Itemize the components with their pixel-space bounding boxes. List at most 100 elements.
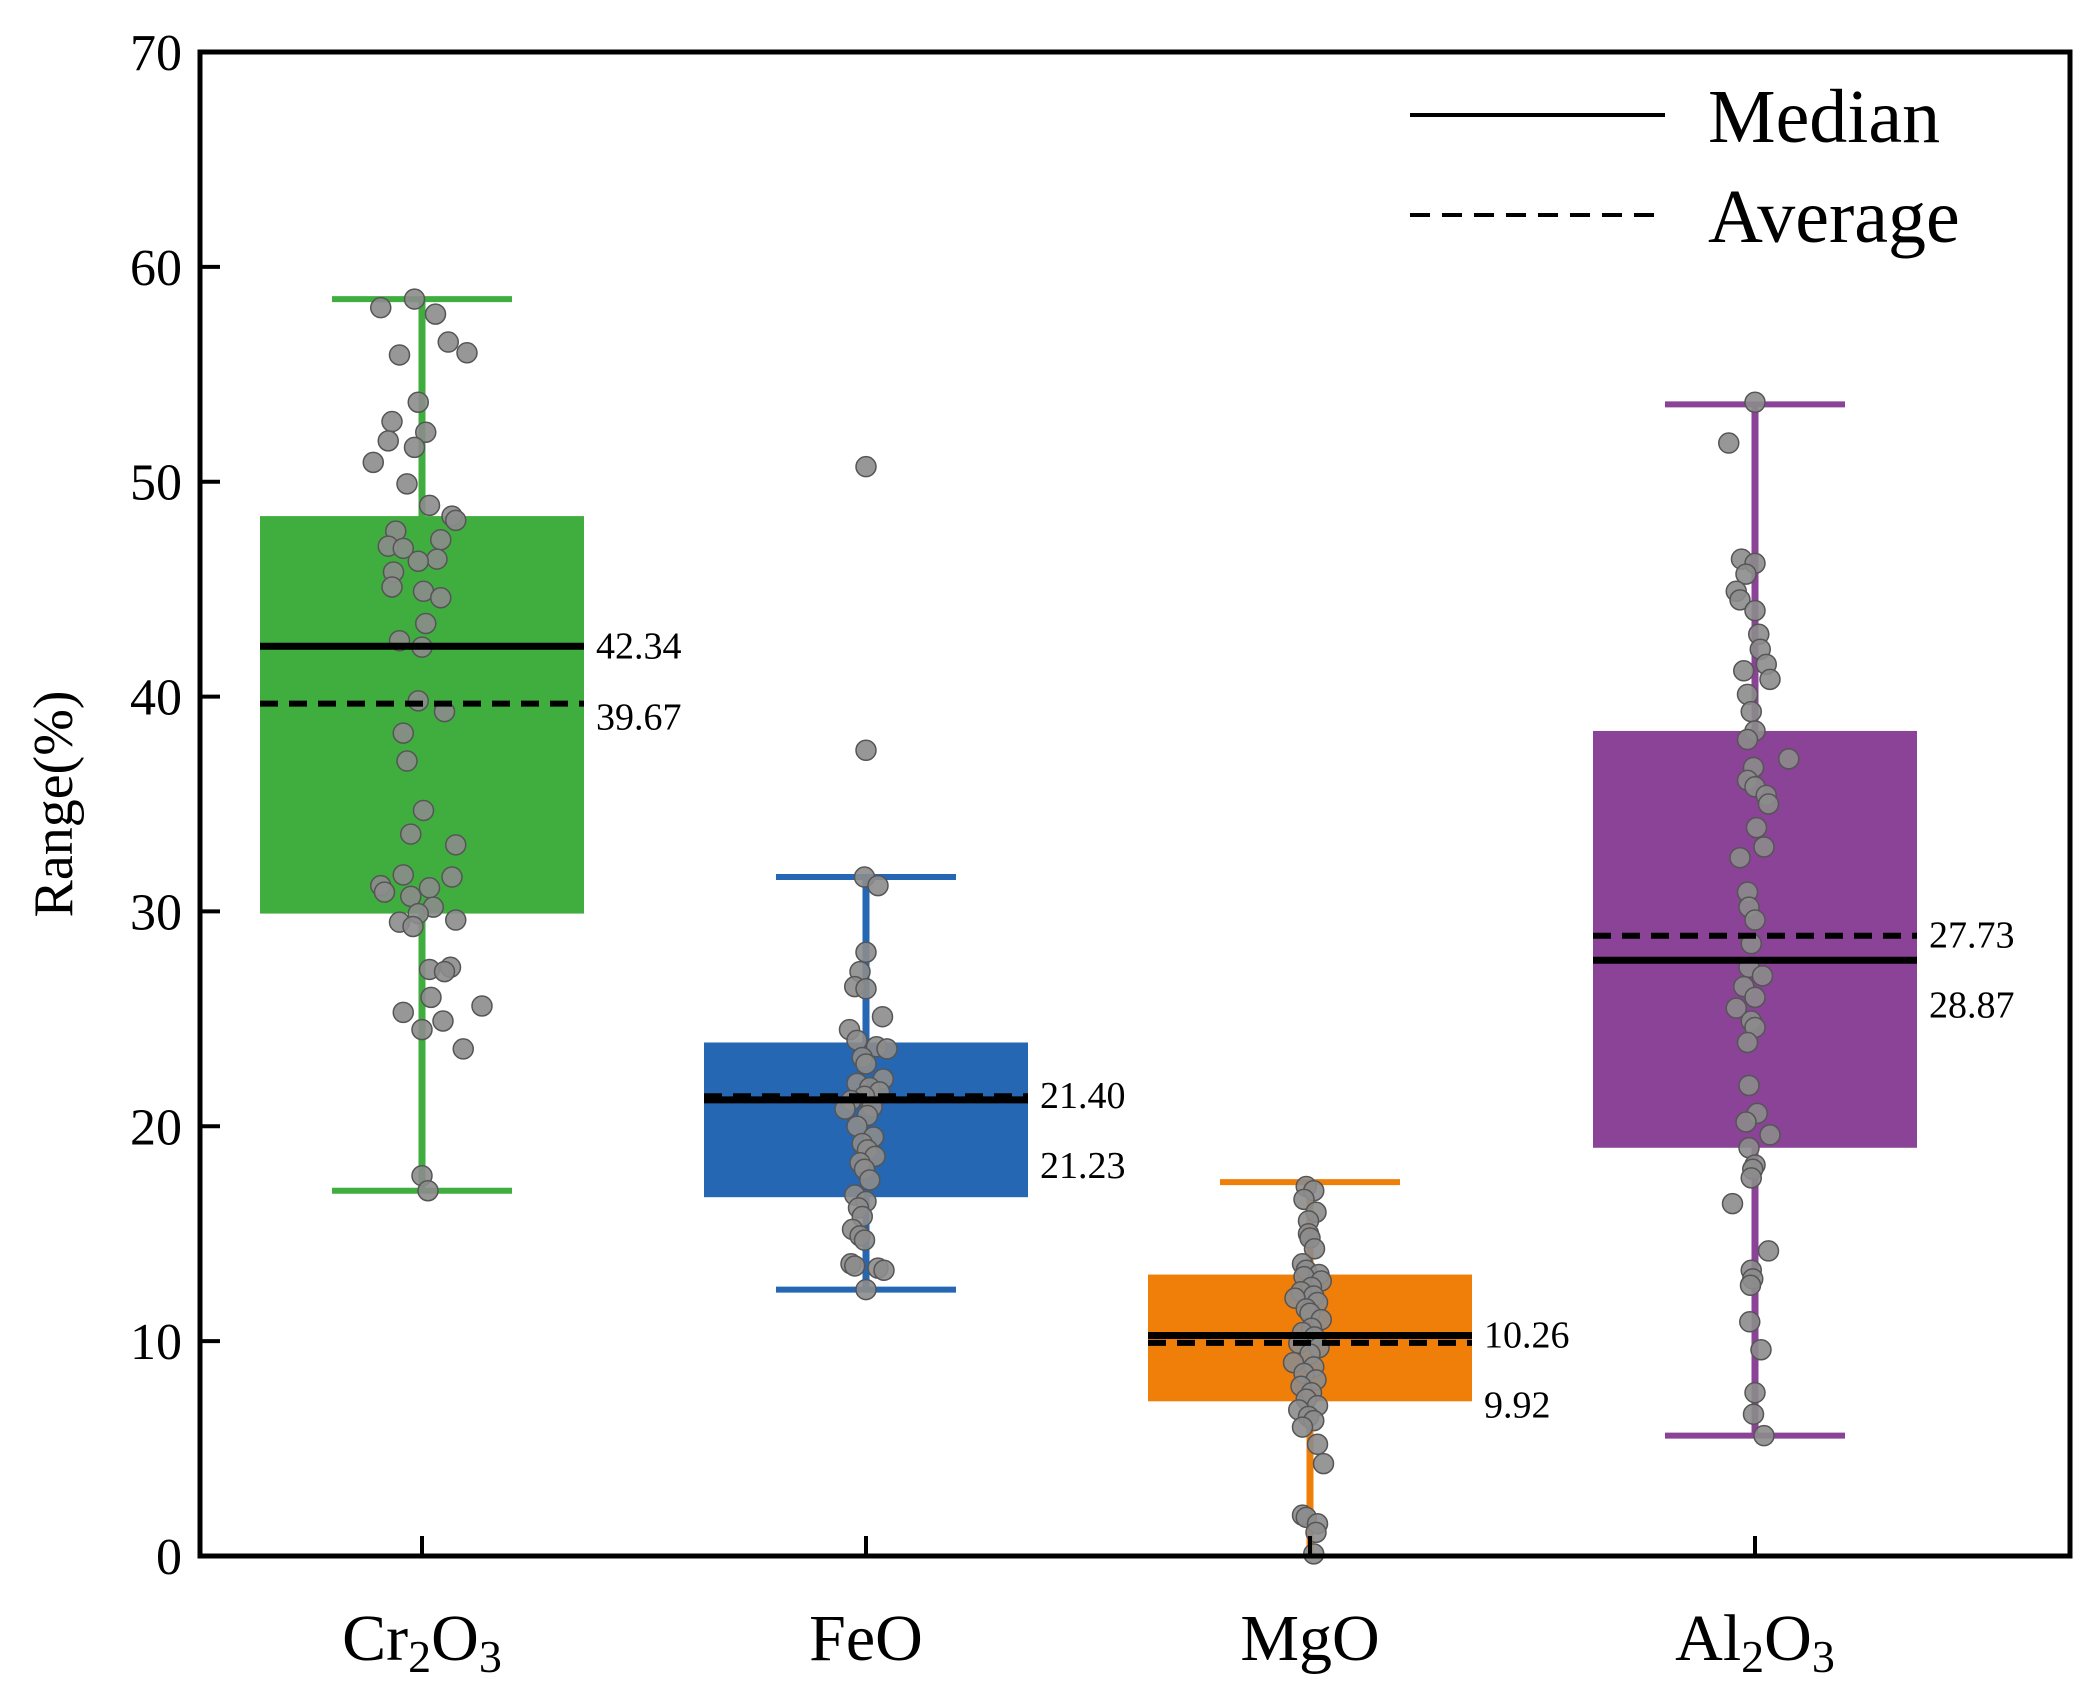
data-point-al2o3 [1744, 986, 1766, 1009]
x-category-label-al2o3: Al2O3 [1675, 1602, 1835, 1682]
x-category-label-mgo: MgO [1240, 1602, 1379, 1675]
data-point-al2o3 [1721, 1192, 1744, 1215]
data-point-cr2o3 [441, 866, 463, 888]
value-label-upper-feo: 21.40 [1040, 1075, 1126, 1117]
data-point-al2o3 [1742, 1403, 1765, 1425]
data-point-al2o3 [1750, 1338, 1772, 1361]
data-point-al2o3 [1729, 589, 1751, 611]
data-point-feo [844, 1255, 866, 1277]
data-point-cr2o3 [437, 331, 459, 353]
data-point-al2o3 [1744, 1381, 1766, 1404]
y-tick-label: 30 [130, 884, 182, 941]
data-point-cr2o3 [403, 436, 426, 459]
legend-label-average: Average [1708, 175, 1960, 259]
legend-label-median: Median [1708, 75, 1940, 159]
data-point-cr2o3 [433, 960, 456, 983]
data-point-feo [855, 978, 877, 1000]
data-point-cr2o3 [415, 612, 437, 635]
data-point-cr2o3 [381, 410, 403, 433]
data-point-cr2o3 [370, 296, 392, 319]
data-point-al2o3 [1759, 668, 1781, 691]
data-point-cr2o3 [392, 1001, 414, 1024]
data-point-al2o3 [1759, 1124, 1781, 1146]
data-point-cr2o3 [418, 494, 441, 517]
data-point-cr2o3 [445, 834, 467, 856]
data-point-feo [873, 1259, 895, 1281]
value-label-lower-al2o3: 28.87 [1929, 985, 2015, 1027]
data-point-al2o3 [1738, 1074, 1760, 1097]
data-point-al2o3 [1751, 965, 1774, 987]
data-point-al2o3 [1739, 1311, 1761, 1333]
data-point-cr2o3 [396, 750, 418, 772]
value-label-lower-mgo: 9.92 [1484, 1385, 1551, 1427]
data-point-al2o3 [1745, 816, 1768, 839]
data-point-al2o3 [1735, 1111, 1757, 1133]
plot-area: 42.34 39.67 21.40 21.23 10.26 9.92 27.73 28.87 [260, 288, 2015, 1565]
data-point-al2o3 [1744, 391, 1766, 413]
data-point-feo [855, 1053, 877, 1075]
data-point-al2o3 [1740, 700, 1762, 723]
data-point-cr2o3 [471, 995, 493, 1017]
data-point-cr2o3 [445, 909, 467, 931]
data-point-feo [855, 739, 877, 762]
y-tick-label: 10 [130, 1314, 182, 1371]
data-point-cr2o3 [430, 528, 452, 551]
data-point-mgo [1303, 1238, 1326, 1260]
data-point-cr2o3 [418, 877, 441, 899]
y-axis-title: Range(%) [23, 690, 85, 917]
data-point-cr2o3 [392, 537, 414, 560]
data-point-cr2o3 [456, 342, 478, 364]
data-point-cr2o3 [411, 1018, 433, 1041]
data-point-al2o3 [1753, 836, 1775, 858]
data-point-al2o3 [1753, 1424, 1775, 1447]
data-point-al2o3 [1736, 728, 1759, 751]
value-label-lower-feo: 21.23 [1040, 1145, 1126, 1187]
data-point-al2o3 [1725, 997, 1747, 1019]
data-point-cr2o3 [402, 915, 424, 938]
box-group-cr2o3: 42.34 39.67 [260, 288, 682, 1202]
legend: Median Average [1410, 75, 1960, 259]
data-point-mgo [1306, 1433, 1329, 1456]
value-label-upper-al2o3: 27.73 [1929, 915, 2015, 957]
data-point-al2o3 [1744, 909, 1766, 931]
y-tick-label: 70 [130, 25, 182, 82]
data-point-cr2o3 [452, 1038, 474, 1060]
data-point-al2o3 [1757, 793, 1780, 815]
box-group-mgo: 10.26 9.92 [1148, 1175, 1570, 1565]
y-tick-label: 0 [156, 1529, 182, 1586]
data-point-al2o3 [1739, 1274, 1762, 1297]
y-tick-label: 40 [130, 670, 182, 727]
data-point-cr2o3 [432, 1010, 454, 1032]
data-point-feo [859, 1169, 881, 1191]
box-cr2o3 [260, 516, 584, 914]
data-point-cr2o3 [430, 586, 452, 609]
y-tick-label: 50 [130, 455, 182, 512]
data-point-al2o3 [1744, 599, 1766, 622]
data-point-cr2o3 [400, 823, 422, 845]
data-point-feo [867, 874, 889, 897]
data-point-cr2o3 [424, 303, 447, 325]
value-label-upper-cr2o3: 42.34 [596, 625, 682, 667]
data-point-cr2o3 [373, 881, 396, 903]
data-point-al2o3 [1733, 660, 1755, 682]
data-point-al2o3 [1718, 432, 1740, 454]
data-point-al2o3 [1740, 1167, 1762, 1189]
data-point-al2o3 [1729, 846, 1751, 869]
y-tick-label: 60 [130, 240, 182, 297]
data-point-cr2o3 [415, 421, 437, 444]
data-point-mgo [1291, 1416, 1314, 1438]
data-point-cr2o3 [426, 548, 448, 570]
data-point-feo [855, 455, 877, 478]
data-point-al2o3 [1735, 563, 1757, 585]
data-point-cr2o3 [420, 986, 442, 1009]
x-category-label-feo: FeO [809, 1602, 923, 1675]
data-point-feo [855, 941, 877, 964]
data-point-cr2o3 [377, 430, 399, 452]
data-point-cr2o3 [407, 391, 429, 413]
data-point-cr2o3 [407, 550, 429, 572]
value-label-upper-mgo: 10.26 [1484, 1315, 1570, 1357]
data-point-al2o3 [1778, 748, 1800, 770]
data-point-feo [876, 1038, 898, 1060]
data-point-cr2o3 [396, 473, 418, 495]
